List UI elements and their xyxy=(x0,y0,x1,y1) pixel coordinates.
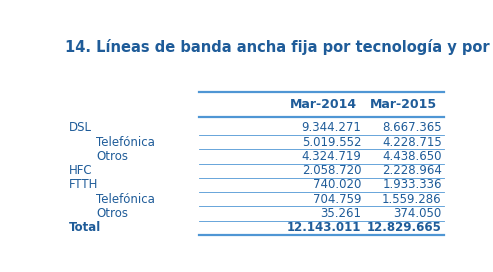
Text: 704.759: 704.759 xyxy=(313,193,361,206)
Text: Otros: Otros xyxy=(96,207,128,220)
Text: 12.829.665: 12.829.665 xyxy=(367,221,442,234)
Text: 1.559.286: 1.559.286 xyxy=(382,193,442,206)
Text: Mar-2014: Mar-2014 xyxy=(290,98,357,112)
Text: 14. Líneas de banda ancha fija por tecnología y por operador: 14. Líneas de banda ancha fija por tecno… xyxy=(66,39,493,55)
Text: 4.438.650: 4.438.650 xyxy=(382,150,442,163)
Text: Total: Total xyxy=(69,221,102,234)
Text: Otros: Otros xyxy=(96,150,128,163)
Text: 1.933.336: 1.933.336 xyxy=(382,178,442,191)
Text: 12.143.011: 12.143.011 xyxy=(287,221,361,234)
Text: Telefónica: Telefónica xyxy=(96,193,155,206)
Text: Telefónica: Telefónica xyxy=(96,136,155,149)
Text: 2.058.720: 2.058.720 xyxy=(302,164,361,177)
Text: HFC: HFC xyxy=(69,164,93,177)
Text: Mar-2015: Mar-2015 xyxy=(370,98,437,112)
Text: 4.324.719: 4.324.719 xyxy=(302,150,361,163)
Text: FTTH: FTTH xyxy=(69,178,99,191)
Text: DSL: DSL xyxy=(69,121,92,134)
Text: 9.344.271: 9.344.271 xyxy=(302,121,361,134)
Text: 35.261: 35.261 xyxy=(320,207,361,220)
Text: 8.667.365: 8.667.365 xyxy=(382,121,442,134)
Text: 374.050: 374.050 xyxy=(393,207,442,220)
Text: 740.020: 740.020 xyxy=(313,178,361,191)
Text: 2.228.964: 2.228.964 xyxy=(382,164,442,177)
Text: 4.228.715: 4.228.715 xyxy=(382,136,442,149)
Text: 5.019.552: 5.019.552 xyxy=(302,136,361,149)
